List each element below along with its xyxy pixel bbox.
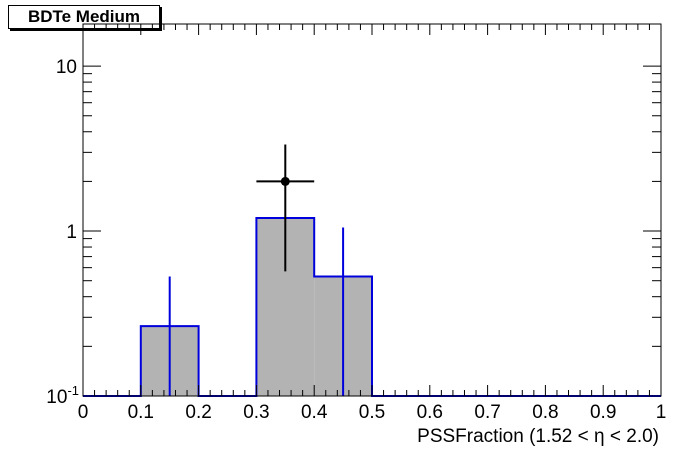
x-tick-label: 0.8 [532, 402, 558, 423]
y-tick-label: 10 [56, 57, 77, 78]
x-tick-label: 0 [78, 402, 89, 423]
x-tick-label: 0.1 [128, 402, 154, 423]
x-tick-label: 1 [656, 402, 667, 423]
x-tick-label: 0.9 [590, 402, 616, 423]
x-tick-label: 0.2 [185, 402, 211, 423]
x-tick-label: 0.6 [417, 402, 443, 423]
y-tick-label: 1 [66, 222, 77, 243]
axes-layer: 0 0.1 0.2 0.3 0.4 0.5 0.6 0.7 0.8 0.9 1 10-1 1 10 [46, 24, 666, 423]
x-tick-label: 0.4 [301, 402, 328, 423]
x-tick-label: 0.3 [243, 402, 269, 423]
y-tick-label: 10-1 [46, 383, 79, 408]
x-tick-label: 0.7 [474, 402, 500, 423]
data-point [280, 176, 290, 186]
x-tick-label: 0.5 [359, 402, 385, 423]
x-axis-title: PSSFraction (1.52 < η < 2.0) [417, 426, 659, 447]
chart-title: BDTe Medium [8, 5, 160, 29]
data-points-layer [256, 144, 315, 272]
error-bars-layer [168, 227, 345, 396]
